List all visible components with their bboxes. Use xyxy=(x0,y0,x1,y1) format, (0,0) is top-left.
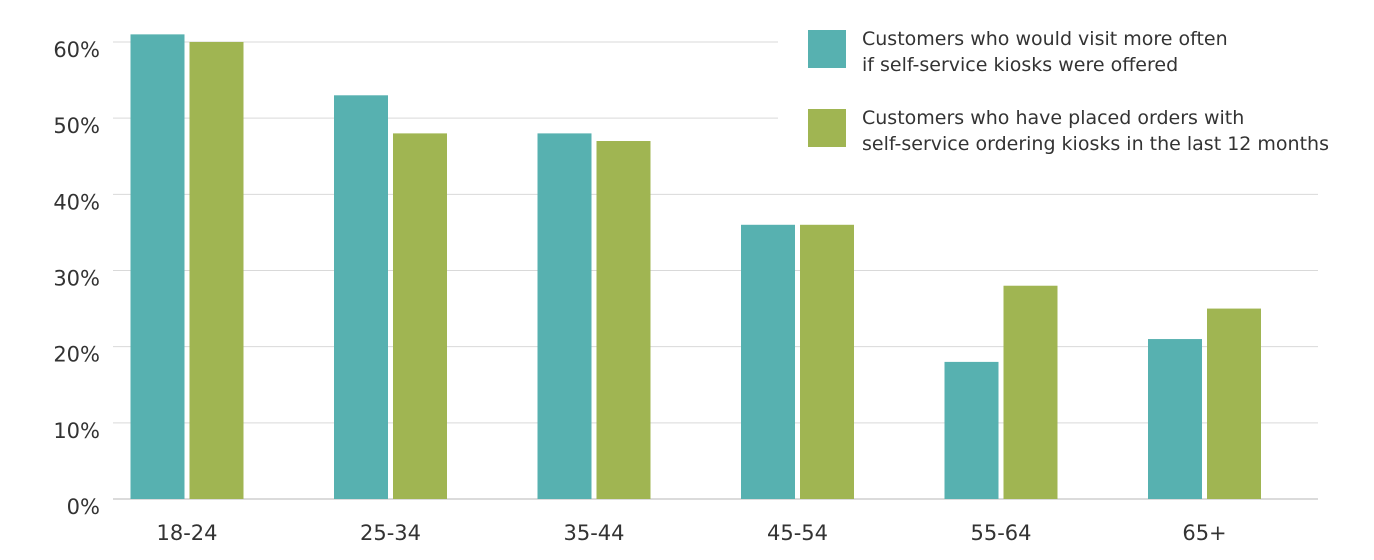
y-tick-label: 60% xyxy=(53,38,100,62)
x-tick-label: 45-54 xyxy=(767,521,828,545)
bar-65+-series-2 xyxy=(1207,308,1261,499)
bar-35-44-series-2 xyxy=(596,141,651,499)
legend-label-series-2: self-service ordering kiosks in the last… xyxy=(862,133,1329,155)
bar-18-24-series-1 xyxy=(130,34,185,499)
x-tick-label: 65+ xyxy=(1182,521,1226,545)
legend-swatch-series-2 xyxy=(808,109,846,147)
y-tick-label: 50% xyxy=(53,114,100,138)
bar-55-64-series-1 xyxy=(944,361,999,499)
y-axis-ticks: 0% 10% 20% 30% 40% 50% 60% xyxy=(53,38,100,519)
bar-55-64-series-2 xyxy=(1003,285,1058,499)
legend-label-series-1: Customers who would visit more often xyxy=(862,28,1228,50)
x-axis-ticks: 18-24 25-34 35-44 45-54 55-64 65+ xyxy=(156,521,1226,545)
x-tick-label: 55-64 xyxy=(970,521,1031,545)
bar-25-34-series-2 xyxy=(393,133,447,499)
legend-label-series-1: if self-service kiosks were offered xyxy=(862,54,1178,76)
bar-45-54-series-1 xyxy=(741,224,795,499)
x-tick-label: 18-24 xyxy=(156,521,217,545)
bar-45-54-series-2 xyxy=(800,224,854,499)
y-tick-label: 30% xyxy=(53,266,100,290)
x-tick-label: 25-34 xyxy=(360,521,421,545)
x-tick-label: 35-44 xyxy=(563,521,624,545)
bar-35-44-series-1 xyxy=(537,133,592,499)
bars xyxy=(130,34,1261,499)
bar-65+-series-1 xyxy=(1148,339,1202,499)
y-tick-label: 40% xyxy=(53,190,100,214)
legend-label-series-2: Customers who have placed orders with xyxy=(862,107,1244,129)
legend: Customers who would visit more often if s… xyxy=(808,28,1329,155)
y-tick-label: 10% xyxy=(53,419,100,443)
y-tick-label: 0% xyxy=(67,495,100,519)
bar-25-34-series-1 xyxy=(334,95,388,499)
y-tick-label: 20% xyxy=(53,343,100,367)
bar-18-24-series-2 xyxy=(189,41,244,499)
legend-swatch-series-1 xyxy=(808,30,846,68)
